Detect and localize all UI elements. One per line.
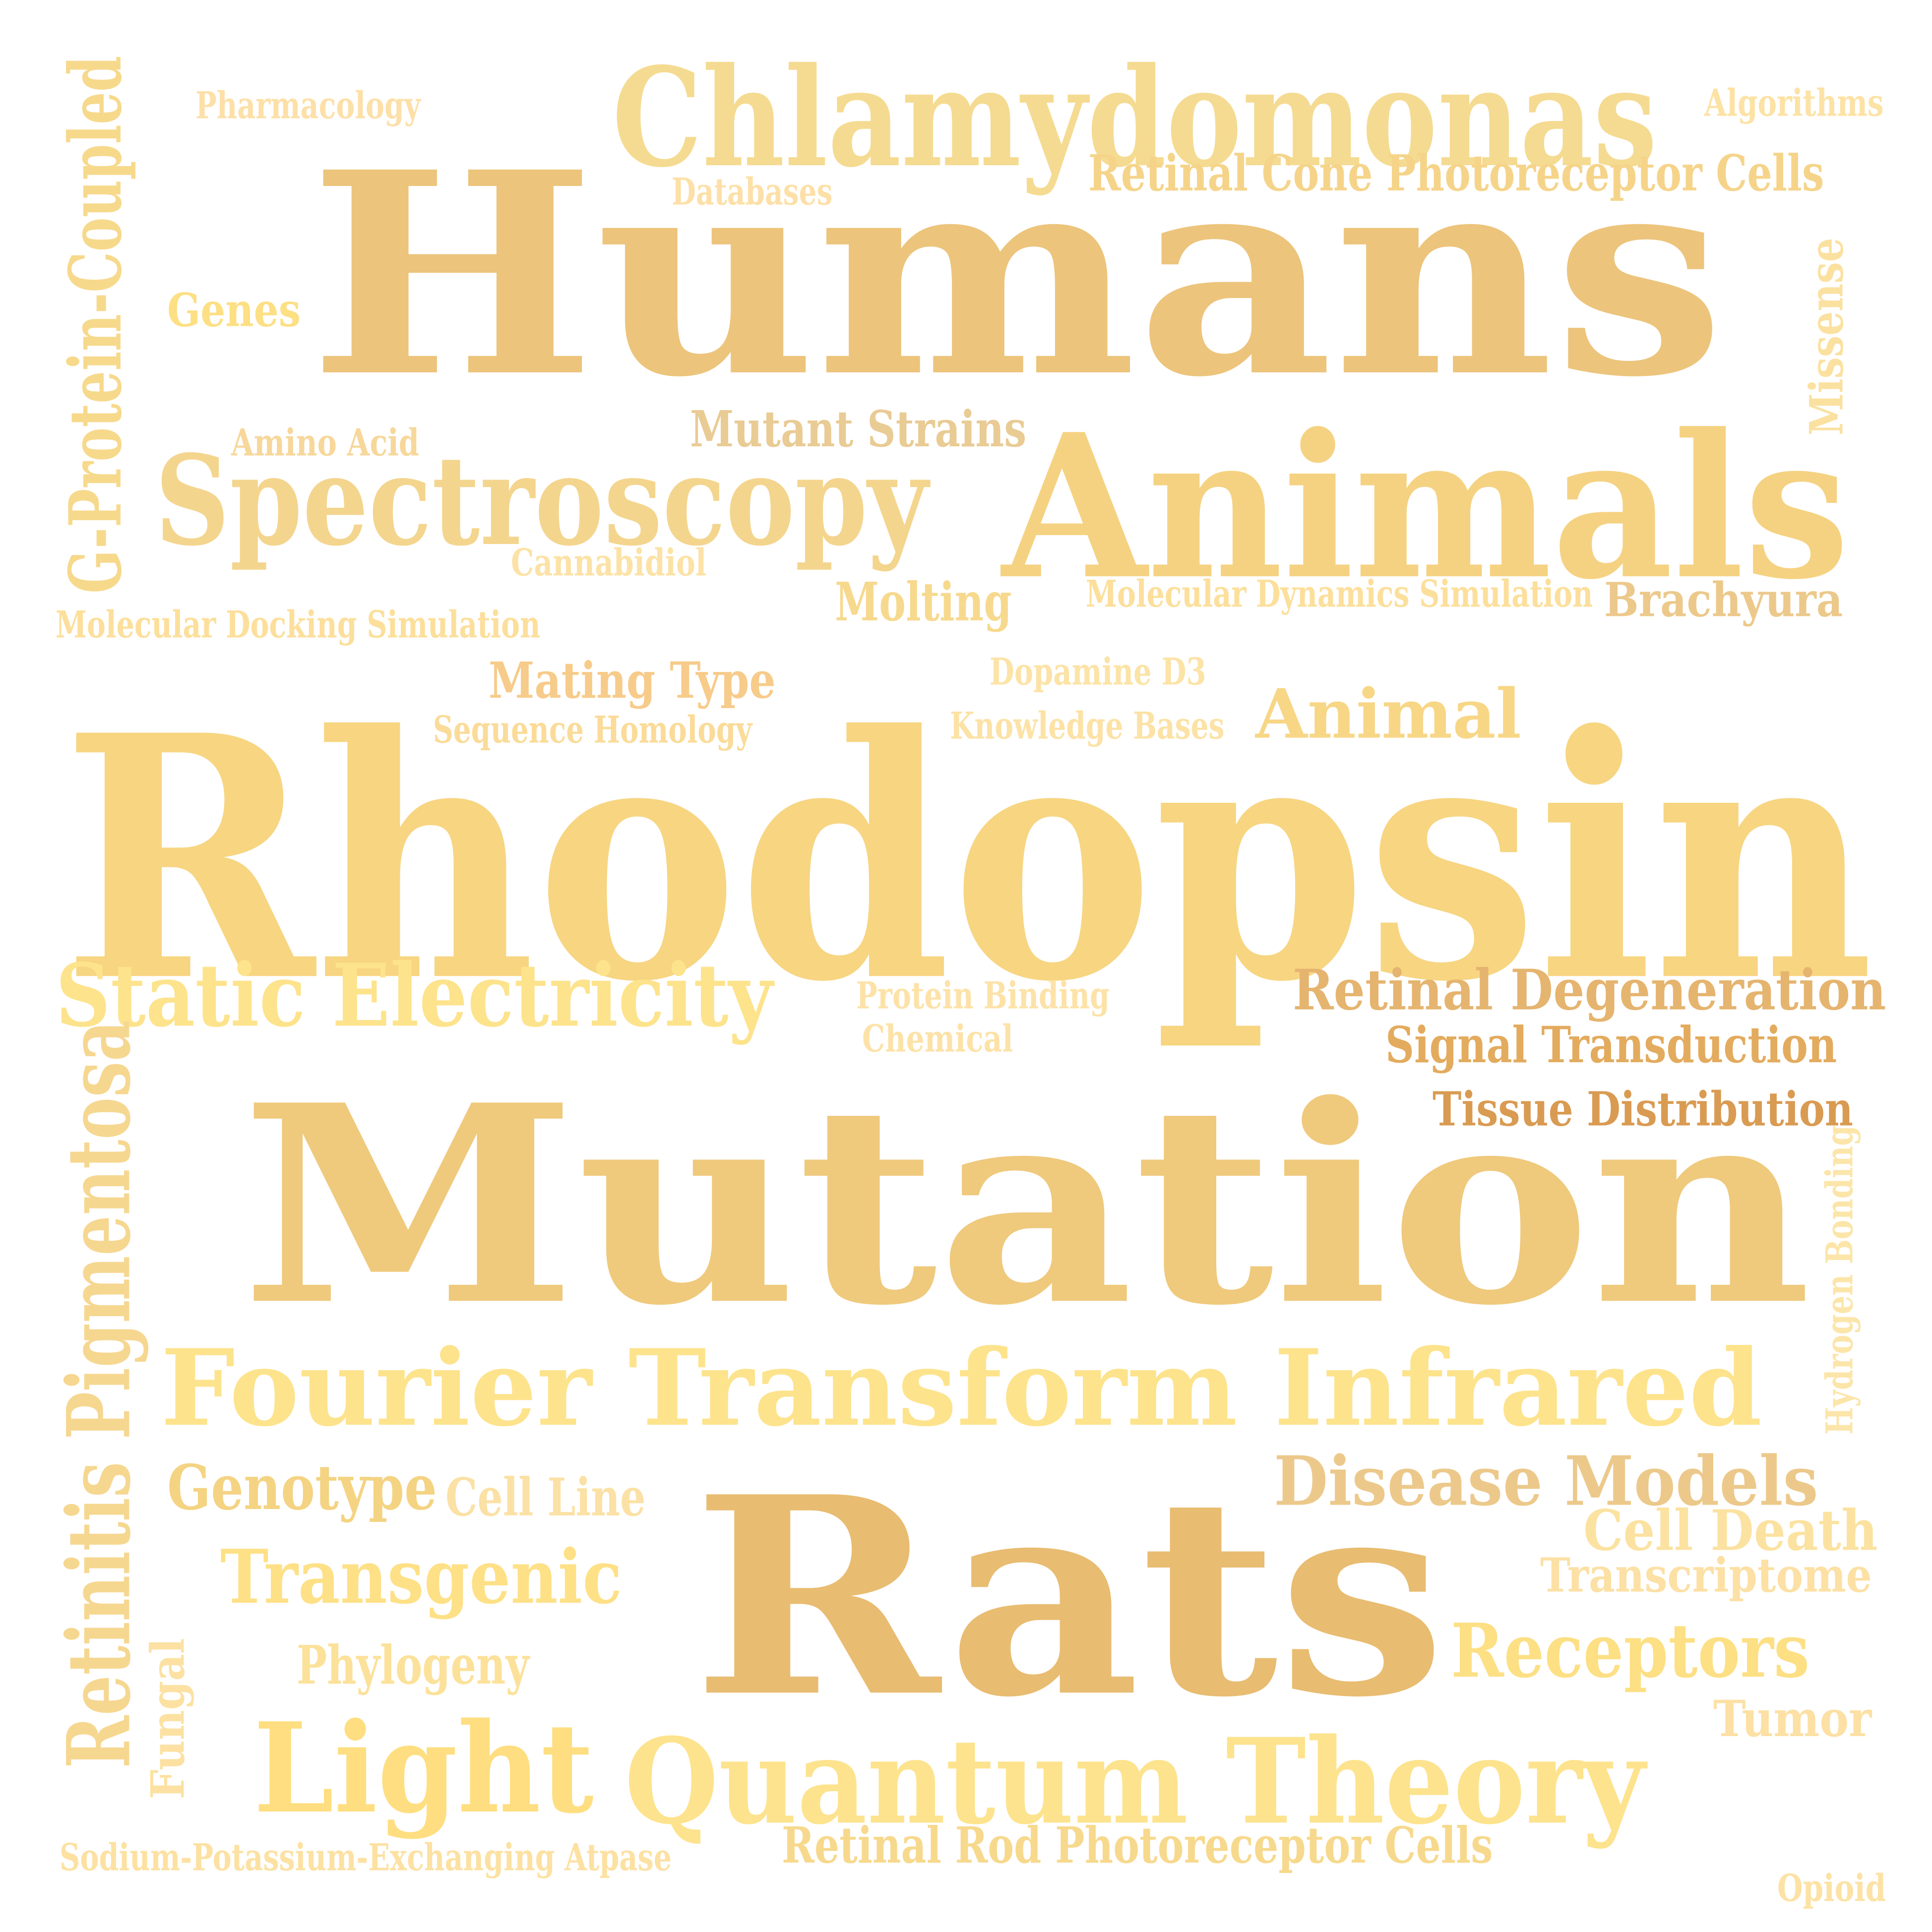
word-cell-death: Cell Death: [1583, 1497, 1878, 1564]
word-phylogeny: Phylogeny: [297, 1633, 530, 1696]
word-retinal-rod-photoreceptor-cells: Retinal Rod Photoreceptor Cells: [781, 1815, 1493, 1874]
word-rats: Rats: [692, 1437, 1446, 1758]
word-light: Light: [253, 1695, 594, 1841]
word-animals: Animals: [1001, 390, 1850, 624]
word-hydrogen-bonding: Hydrogen Bonding: [1817, 1125, 1862, 1435]
word-quantum-theory: Quantum Theory: [624, 1712, 1645, 1851]
word-molecular-dynamics-simulation: Molecular Dynamics Simulation: [1086, 571, 1593, 616]
word-mating-type: Mating Type: [488, 651, 776, 710]
word-pharmacology: Pharmacology: [195, 83, 421, 127]
word-receptors: Receptors: [1450, 1607, 1810, 1695]
word-animal: Animal: [1255, 674, 1521, 754]
word-retinitis-pigmentosa: Retinitis Pigmentosa: [48, 1020, 150, 1768]
word-humans: Humans: [309, 111, 1725, 439]
word-transgenic: Transgenic: [220, 1533, 622, 1621]
word-disease-models: Disease Models: [1274, 1441, 1819, 1521]
word-cell-line: Cell Line: [445, 1466, 646, 1528]
word-fourier-transform-infrared: Fourier Transform Infrared: [161, 1326, 1762, 1450]
word-cannabidiol: Cannabidiol: [510, 541, 706, 585]
word-spectroscopy: Spectroscopy: [154, 427, 928, 574]
word-tissue-distribution: Tissue Distribution: [1432, 1081, 1853, 1137]
word-sodium-potassium-exchanging-atpase: Sodium-Potassium-Exchanging Atpase: [59, 1835, 672, 1879]
word-sequence-homology: Sequence Homology: [433, 708, 752, 752]
word-signal-transduction: Signal Transduction: [1385, 1016, 1837, 1074]
word-knowledge-bases: Knowledge Bases: [950, 704, 1225, 748]
word-molecular-docking-simulation: Molecular Docking Simulation: [56, 603, 541, 647]
word-missense: Missense: [1799, 238, 1854, 435]
word-genes: Genes: [167, 283, 301, 337]
word-genotype: Genotype: [167, 1451, 437, 1524]
word-chlamydomonas: Chlamydomonas: [612, 37, 1658, 198]
word-algorithms: Algorithms: [1704, 80, 1884, 125]
word-mutant-strains: Mutant Strains: [690, 400, 1027, 459]
word-opioid: Opioid: [1777, 1866, 1886, 1910]
word-molting: Molting: [835, 570, 1012, 633]
word-retinal-degeneration: Retinal Degeneration: [1292, 957, 1886, 1023]
word-tumor: Tumor: [1713, 1690, 1871, 1748]
word-brachyura: Brachyura: [1604, 572, 1843, 628]
word-dopamine-d3: Dopamine D3: [989, 649, 1206, 694]
word-rhodopsin: Rhodopsin: [62, 662, 1874, 1057]
word-chemical: Chemical: [862, 1017, 1013, 1061]
word-databases: Databases: [672, 170, 833, 214]
word-mutation: Mutation: [241, 1045, 1812, 1366]
word-protein-binding: Protein Binding: [856, 973, 1110, 1018]
word-fungal: Fungal: [140, 1638, 195, 1800]
word-amino-acid: Amino Acid: [231, 421, 420, 465]
word-g-protein-coupled: G-Protein-Coupled: [53, 56, 138, 594]
word-retinal-cone-photoreceptor-cells: Retinal Cone Photoreceptor Cells: [1088, 144, 1824, 202]
word-static-electricity: Static Electricity: [56, 944, 773, 1047]
word-transcriptome: Transcriptome: [1540, 1547, 1872, 1603]
